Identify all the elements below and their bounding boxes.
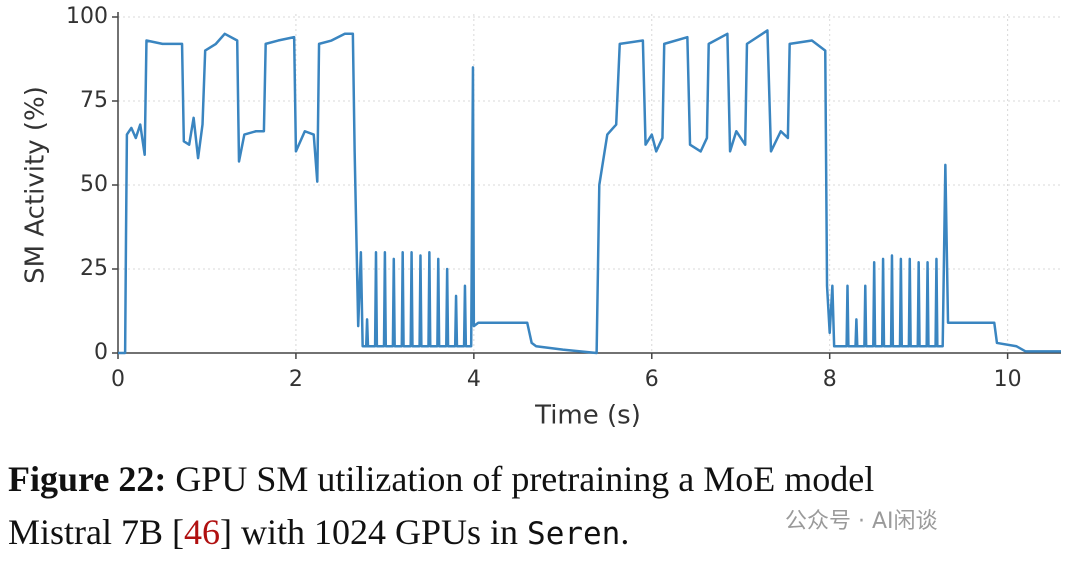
caption-reference[interactable]: 46 (184, 512, 220, 552)
caption-system: Seren (527, 516, 621, 552)
caption-text: ] with 1024 GPUs in (220, 512, 519, 552)
x-tick-label: 4 (467, 367, 481, 392)
y-tick-label: 75 (80, 88, 108, 113)
y-tick-label: 100 (66, 4, 108, 29)
x-tick-label: 6 (645, 367, 659, 392)
caption-line: Mistral 7B [46] with 1024 GPUs in Seren. (8, 511, 629, 553)
caption-text: . (620, 512, 630, 552)
chart: Time (s) SM Activity (%) 0 25 50 75 100 0 2 4 6 8… (21, 4, 1061, 431)
caption-text: GPU SM utilization of pretraining a MoE … (175, 459, 875, 499)
x-tick-label: 10 (994, 367, 1022, 392)
x-tick-label: 8 (823, 367, 837, 392)
caption-line: Figure 22: GPU SM utilization of pretrai… (8, 458, 874, 500)
y-tick-label: 0 (94, 340, 108, 365)
x-tick-label: 0 (111, 367, 125, 392)
y-tick-label: 50 (80, 172, 108, 197)
x-tick-label: 2 (289, 367, 303, 392)
caption-text: Mistral 7B [ (8, 512, 184, 552)
watermark: 公众号 · AI闲谈 (785, 509, 938, 534)
x-axis-label: Time (s) (534, 401, 641, 431)
y-tick-label: 25 (80, 256, 108, 281)
data-line (118, 29, 1061, 355)
y-axis-label: SM Activity (%) (21, 86, 51, 284)
caption-label: Figure 22: (8, 459, 167, 499)
